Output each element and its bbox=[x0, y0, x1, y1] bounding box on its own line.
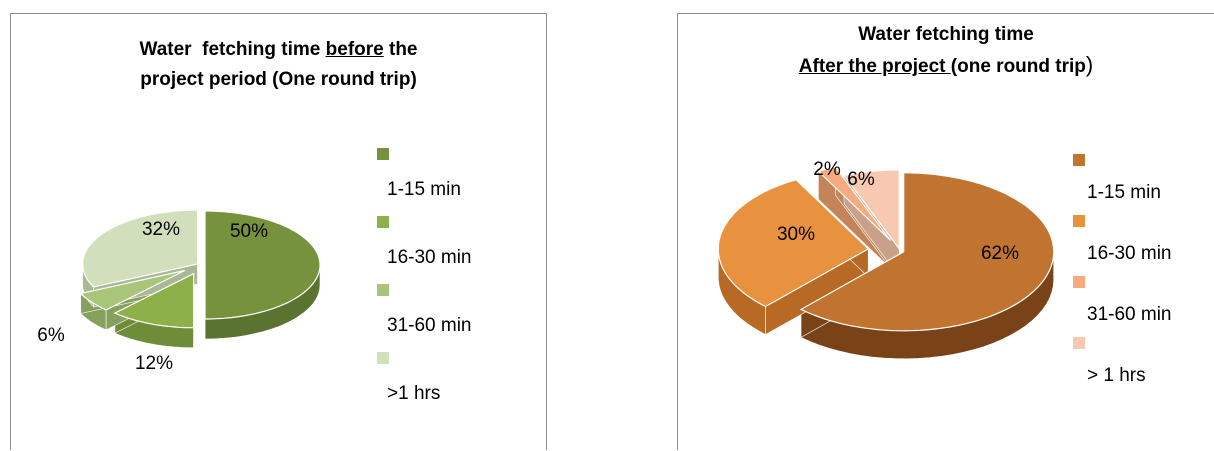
legend-label: >1 hrs bbox=[387, 383, 441, 404]
title-emphasis: After the project bbox=[798, 56, 951, 77]
legend-label: 31-60 min bbox=[387, 315, 472, 336]
data-label: 30% bbox=[777, 224, 815, 245]
data-label: 50% bbox=[230, 221, 268, 242]
legend-swatch bbox=[377, 352, 389, 364]
title-part: Water fetching time bbox=[858, 24, 1034, 45]
pie-slice bbox=[82, 209, 199, 288]
title-part: the bbox=[383, 39, 418, 60]
chart-title: Water fetching time After the project (o… bbox=[678, 20, 1214, 82]
legend-label: 16-30 min bbox=[387, 247, 472, 268]
pie-slice bbox=[842, 169, 900, 251]
chart-title: Water fetching time before the project p… bbox=[11, 35, 546, 95]
pie-slice bbox=[799, 172, 1055, 332]
title-part: project period (One round trip) bbox=[140, 69, 417, 90]
pie-slice bbox=[717, 179, 870, 308]
title-part: Water fetching time bbox=[139, 39, 326, 60]
legend-label: 1-15 min bbox=[387, 179, 461, 200]
legend-swatch bbox=[377, 148, 389, 160]
title-part: ) bbox=[1085, 52, 1094, 77]
legend-label: 1-15 min bbox=[1087, 182, 1161, 203]
legend-label: 31-60 min bbox=[1087, 304, 1172, 325]
data-label: 6% bbox=[847, 169, 875, 190]
legend-swatch bbox=[1073, 276, 1085, 288]
chart-panel-after: Water fetching time After the project (o… bbox=[677, 13, 1214, 450]
pie-slice bbox=[817, 166, 892, 241]
legend-swatch bbox=[1073, 154, 1085, 166]
data-label: 32% bbox=[142, 219, 180, 240]
data-label: 12% bbox=[135, 353, 173, 374]
data-label: 2% bbox=[813, 159, 841, 180]
pie-slice bbox=[204, 210, 321, 320]
legend-swatch bbox=[1073, 215, 1085, 227]
pie-slice bbox=[113, 272, 195, 329]
data-label: 62% bbox=[981, 243, 1019, 264]
title-emphasis: before bbox=[325, 39, 384, 60]
pie-chart-before: 50% 12% 6% 32% bbox=[37, 209, 321, 374]
legend-label: 16-30 min bbox=[1087, 243, 1172, 264]
title-part: (one round trip bbox=[950, 56, 1086, 77]
pie-slice bbox=[79, 269, 186, 311]
legend-swatch bbox=[1073, 337, 1085, 349]
legend-swatch bbox=[377, 284, 389, 296]
data-label: 6% bbox=[37, 325, 65, 346]
legend-swatch bbox=[377, 216, 389, 228]
legend-label: > 1 hrs bbox=[1087, 365, 1146, 386]
pie-chart-after: 62% 30% 2% 6% bbox=[717, 159, 1055, 360]
chart-panel-before: Water fetching time before the project p… bbox=[10, 13, 547, 450]
